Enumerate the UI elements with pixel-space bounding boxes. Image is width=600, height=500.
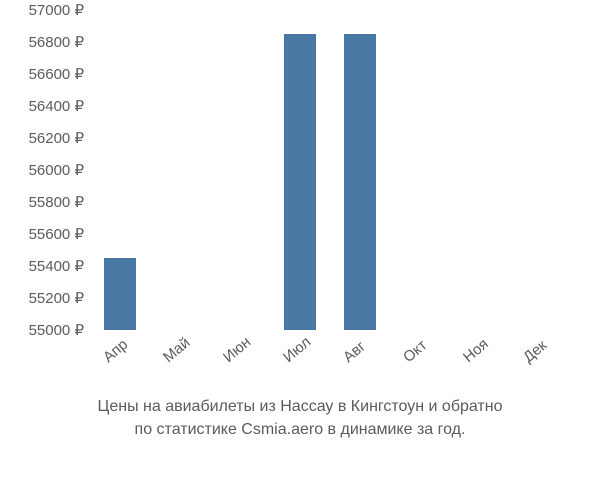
y-tick-label: 57000 ₽ (29, 1, 84, 19)
y-tick-label: 56200 ₽ (29, 129, 84, 147)
bar (104, 258, 136, 330)
x-tick-label: Авг (340, 338, 369, 366)
y-tick-label: 55000 ₽ (29, 321, 84, 339)
x-tick-label: Июн (220, 334, 254, 367)
x-tick-label: Апр (100, 336, 131, 366)
x-tick-label: Июл (280, 333, 314, 366)
y-tick-label: 55800 ₽ (29, 193, 84, 211)
y-tick-label: 55600 ₽ (29, 225, 84, 243)
x-tick-label: Май (160, 334, 193, 366)
y-tick-label: 55200 ₽ (29, 289, 84, 307)
price-chart: 57000 ₽56800 ₽56600 ₽56400 ₽56200 ₽56000… (0, 10, 600, 370)
x-axis: Апр Май Июн Июл Авг Окт Ноя Дек (90, 335, 570, 375)
y-axis: 57000 ₽56800 ₽56600 ₽56400 ₽56200 ₽56000… (0, 10, 90, 330)
caption-line-2: по статистике Csmia.aero в динамике за г… (135, 421, 466, 438)
caption-line-1: Цены на авиабилеты из Нассау в Кингстоун… (98, 398, 503, 415)
bar (284, 34, 316, 330)
y-tick-label: 56000 ₽ (29, 161, 84, 179)
y-tick-label: 55400 ₽ (29, 257, 84, 275)
plot-area (90, 10, 570, 330)
x-tick-label: Окт (400, 337, 430, 366)
x-tick-label: Дек (520, 337, 550, 366)
y-tick-label: 56400 ₽ (29, 97, 84, 115)
y-tick-label: 56800 ₽ (29, 33, 84, 51)
bar (344, 34, 376, 330)
chart-caption: Цены на авиабилеты из Нассау в Кингстоун… (0, 395, 600, 441)
x-tick-label: Ноя (460, 335, 492, 366)
y-tick-label: 56600 ₽ (29, 65, 84, 83)
